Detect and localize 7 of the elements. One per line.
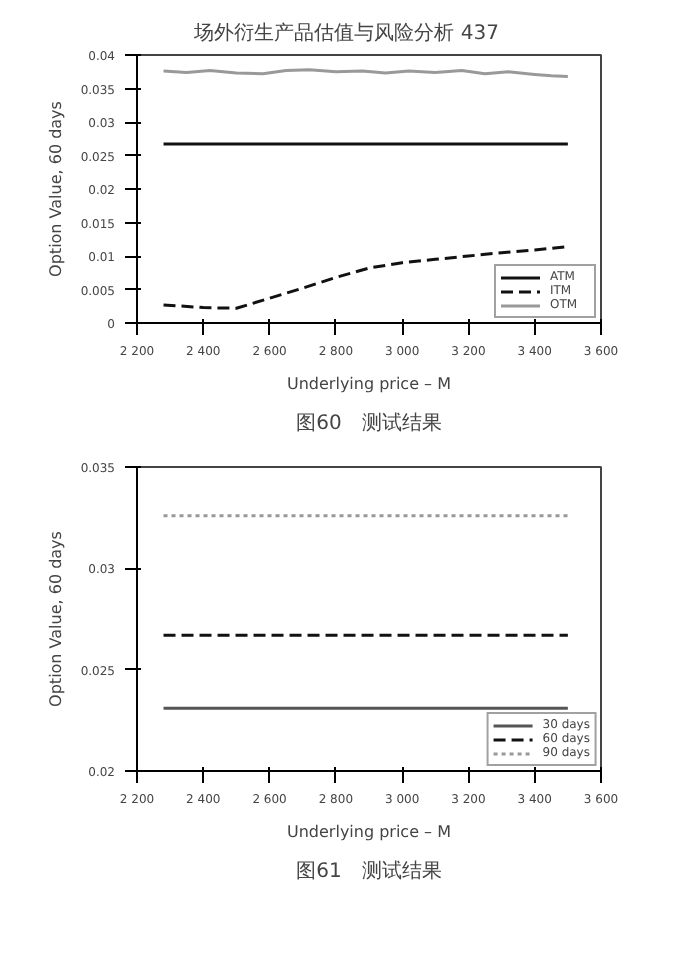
text: 场外衍生产品估值与风险分析 437 — [194, 23, 500, 45]
y-axis-title: Option Value, 60 days — [46, 101, 65, 277]
x-axis-title: Underlying price – M — [287, 823, 452, 841]
x-axis-title: Underlying price – M — [287, 375, 452, 393]
text: 图61 测试结果 — [296, 859, 442, 883]
y-axis-title: Option Value, 60 days — [46, 531, 65, 707]
text: 图60 测试结果 — [296, 411, 442, 435]
